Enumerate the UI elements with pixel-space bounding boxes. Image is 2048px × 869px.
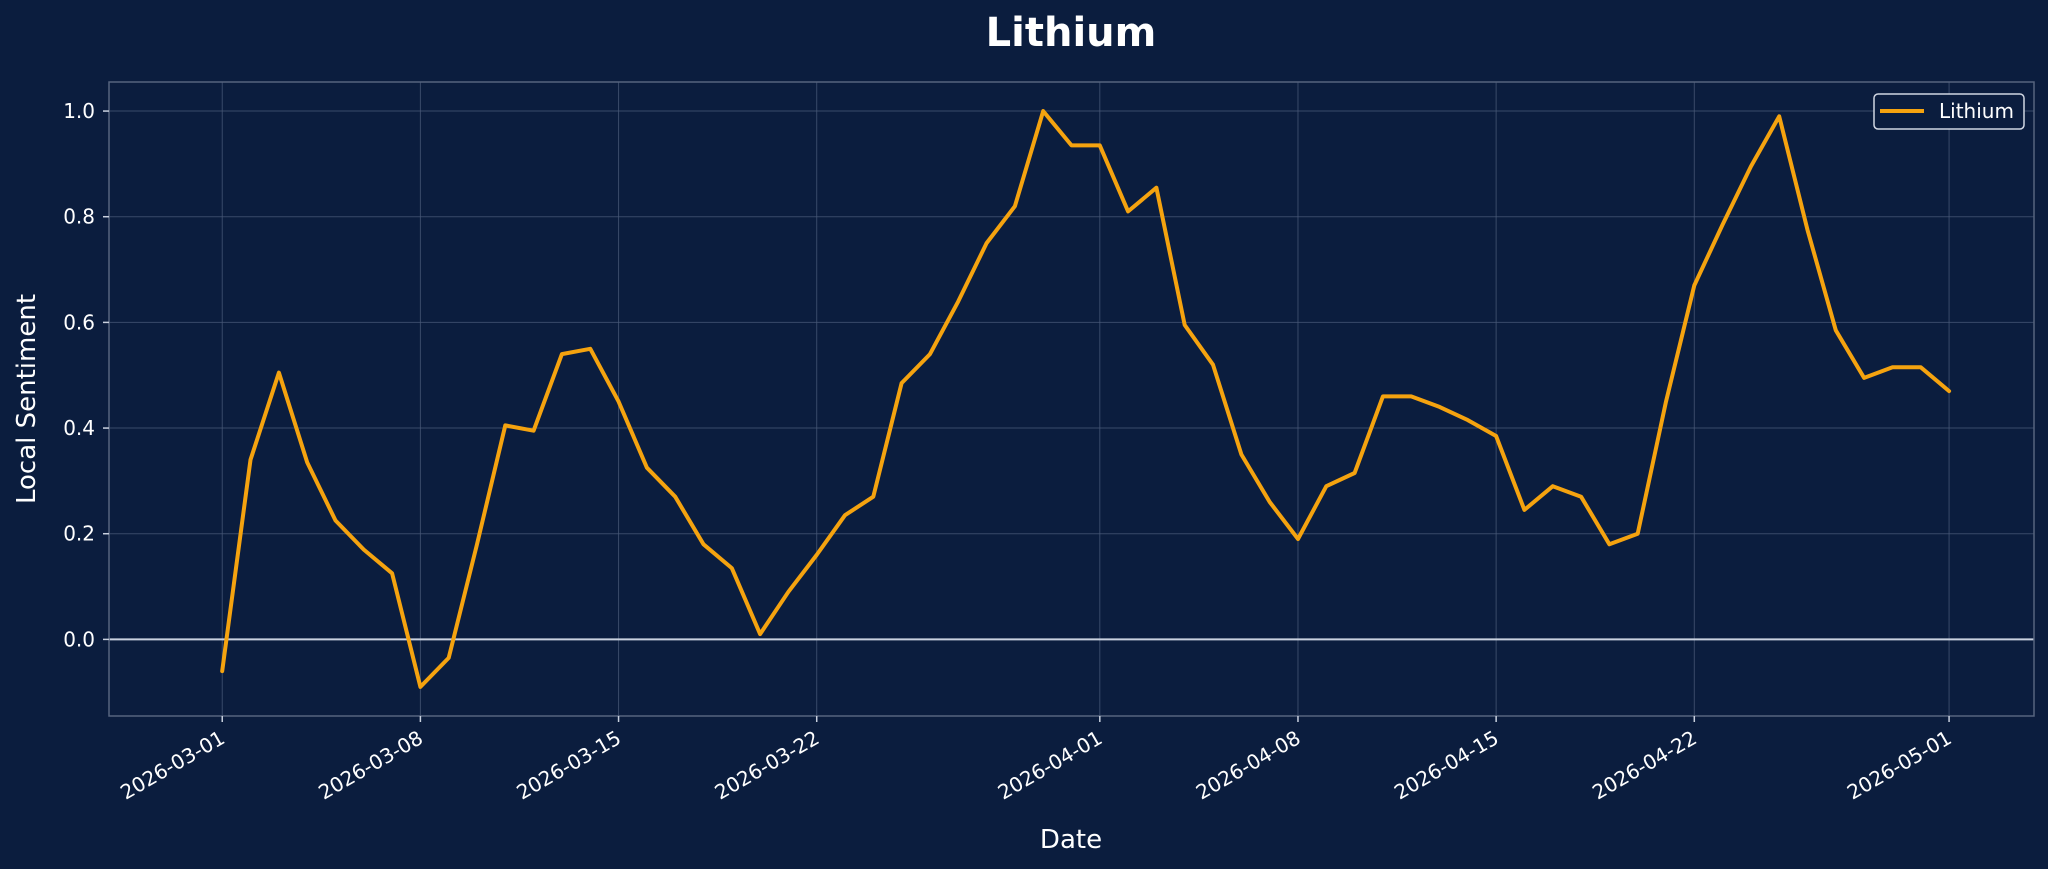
x-tick-label: 2026-04-15 — [1390, 726, 1503, 805]
legend: Lithium — [1873, 93, 2025, 130]
y-tick-label: 0.2 — [63, 522, 95, 546]
y-tick-label: 0.0 — [63, 627, 95, 651]
y-tick-label: 0.6 — [63, 310, 95, 334]
x-tick-label: 2026-03-01 — [116, 726, 229, 805]
plot-background — [109, 82, 2034, 716]
plot-frame — [108, 81, 2035, 717]
x-tick-label: 2026-03-22 — [711, 726, 824, 805]
legend-box — [1873, 93, 2025, 130]
y-axis-label: Local Sentiment — [12, 294, 42, 504]
series-line-lithium — [220, 109, 1952, 689]
y-tick-label: 0.8 — [63, 205, 95, 229]
y-tick-label: 0.4 — [63, 416, 95, 440]
chart-title: Lithium — [986, 10, 1157, 56]
x-axis-label: Date — [1040, 825, 1102, 855]
x-tick-label: 2026-04-22 — [1588, 726, 1701, 805]
legend-entry-lithium: Lithium — [1939, 99, 2014, 123]
plot-area: 2026-03-01 2026-03-08 2026-03-15 2026-03-22… — [63, 81, 2035, 805]
x-tick-label: 2026-03-08 — [314, 726, 427, 805]
x-tick-label: 2026-05-01 — [1843, 726, 1956, 805]
x-tick-label: 2026-04-01 — [994, 726, 1107, 805]
x-tick-label: 2026-03-15 — [512, 726, 625, 805]
y-tick-label: 1.0 — [63, 99, 95, 123]
x-tick-label: 2026-04-08 — [1192, 726, 1305, 805]
